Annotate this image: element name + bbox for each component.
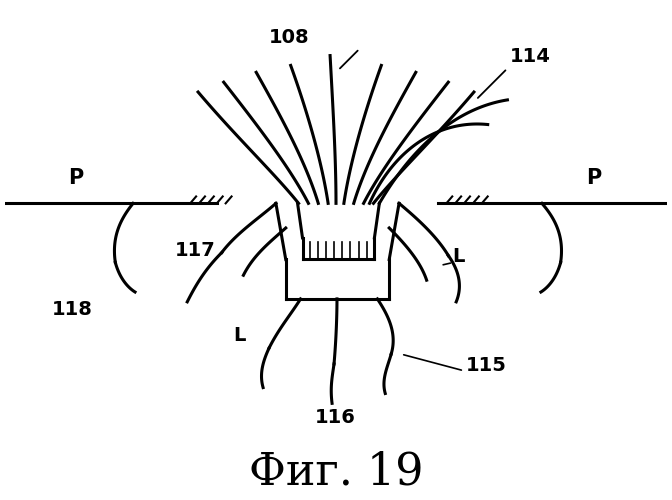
Text: 108: 108 bbox=[269, 28, 310, 47]
Text: L: L bbox=[233, 326, 246, 345]
Text: L: L bbox=[452, 248, 464, 266]
Text: 116: 116 bbox=[315, 408, 356, 427]
Text: P: P bbox=[69, 168, 83, 188]
Text: P: P bbox=[587, 168, 601, 188]
Text: 118: 118 bbox=[52, 300, 93, 318]
Text: Фиг. 19: Фиг. 19 bbox=[249, 450, 423, 494]
Text: 115: 115 bbox=[466, 356, 507, 375]
Text: 117: 117 bbox=[175, 240, 215, 260]
Text: 114: 114 bbox=[509, 48, 550, 66]
